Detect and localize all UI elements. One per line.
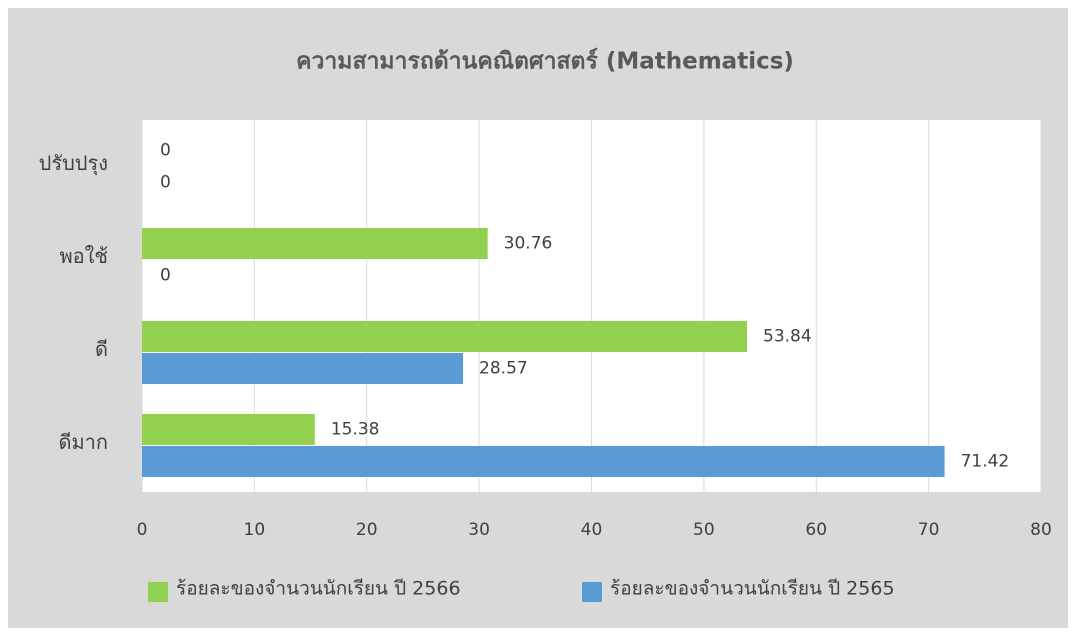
data-label: 53.84 — [763, 327, 812, 347]
x-tick-label: 40 — [581, 520, 603, 540]
legend-swatch — [148, 582, 168, 602]
legend-label: ร้อยละของจำนวนนักเรียน ปี 2566 — [176, 578, 461, 600]
data-label: 0 — [160, 141, 171, 161]
y-tick-label: ดี — [95, 337, 108, 361]
y-tick-label: ปรับปรุง — [39, 151, 108, 176]
x-tick-label: 30 — [468, 520, 490, 540]
x-tick-label: 70 — [918, 520, 940, 540]
x-tick-label: 0 — [137, 520, 148, 540]
y-tick-label: พอใช้ — [59, 244, 108, 268]
bar — [142, 353, 464, 384]
chart-title: ความสามารถด้านคณิตศาสตร์ (Mathematics) — [296, 48, 794, 75]
data-label: 71.42 — [961, 452, 1010, 472]
x-tick-label: 10 — [244, 520, 266, 540]
y-tick-label: ดีมาก — [58, 430, 108, 454]
x-tick-label: 60 — [805, 520, 827, 540]
bar — [142, 321, 748, 352]
legend-swatch — [582, 582, 602, 602]
bar — [142, 446, 945, 477]
x-tick-label: 50 — [693, 520, 715, 540]
data-label: 28.57 — [479, 359, 528, 379]
x-tick-label: 80 — [1030, 520, 1052, 540]
bar — [142, 228, 488, 259]
bar — [142, 414, 315, 445]
data-label: 0 — [160, 266, 171, 286]
data-label: 15.38 — [331, 420, 380, 440]
data-label: 30.76 — [504, 234, 553, 254]
data-label: 0 — [160, 173, 171, 193]
x-tick-label: 20 — [356, 520, 378, 540]
legend-label: ร้อยละของจำนวนนักเรียน ปี 2565 — [610, 578, 895, 600]
